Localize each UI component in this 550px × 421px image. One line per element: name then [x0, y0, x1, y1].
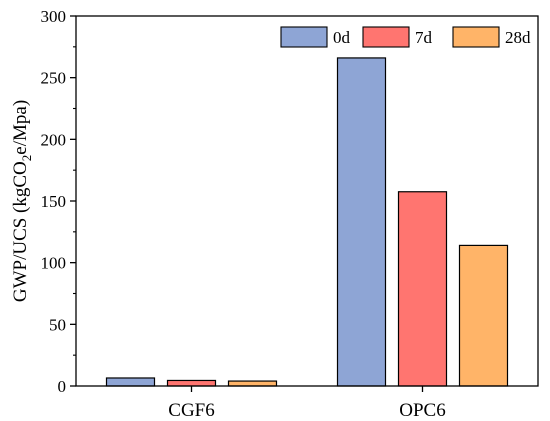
x-category-label: OPC6 — [399, 400, 445, 421]
legend-label-7d: 7d — [415, 28, 433, 47]
legend-swatch-7d — [362, 26, 410, 48]
bar-opc6-7d — [397, 191, 448, 387]
y-axis-title-subscript: 2 — [19, 155, 34, 162]
y-tick-label: 250 — [41, 69, 67, 88]
y-tick-label: 0 — [58, 377, 67, 396]
y-axis-ticks: 0 50 100 150 200 250 300 — [41, 7, 76, 396]
y-axis-title-prefix: GWP/UCS (kgCO — [10, 161, 31, 302]
legend: 0d 7d 28d — [280, 26, 531, 48]
y-tick-label: 200 — [41, 130, 67, 149]
y-tick-label: 150 — [41, 192, 67, 211]
y-tick-label: 100 — [41, 254, 67, 273]
legend-label-0d: 0d — [333, 28, 351, 47]
bar-opc6-0d — [336, 57, 387, 387]
bar-cgf6-0d — [105, 377, 156, 387]
x-axis-category-labels: CGF6 OPC6 — [168, 386, 446, 421]
y-axis-title: GWP/UCS (kgCO2e/Mpa) — [10, 100, 34, 302]
y-tick-label: 300 — [41, 7, 67, 26]
legend-label-28d: 28d — [505, 28, 531, 47]
bars-group — [105, 57, 509, 387]
bar-cgf6-7d — [166, 379, 217, 387]
x-category-label: CGF6 — [168, 400, 214, 421]
y-axis-title-suffix: e/Mpa) — [10, 100, 31, 155]
bar-opc6-28d — [458, 244, 509, 387]
legend-swatch-0d — [280, 26, 328, 48]
legend-swatch-28d — [452, 26, 500, 48]
bar-cgf6-28d — [227, 380, 278, 387]
y-tick-label: 50 — [49, 315, 66, 334]
